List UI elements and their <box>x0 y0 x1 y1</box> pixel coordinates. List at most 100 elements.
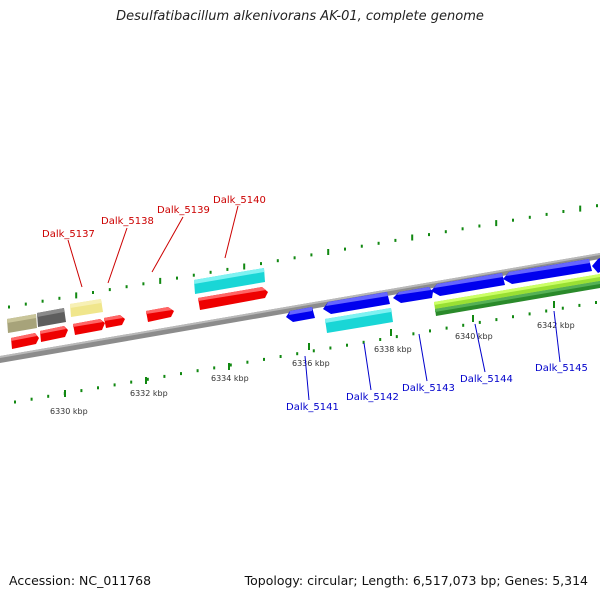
inner-ring-dot <box>279 355 282 358</box>
inner-ring-dot <box>379 338 382 341</box>
gene-label-leader <box>107 227 128 284</box>
outer-ring-dot <box>58 296 61 300</box>
gene-feature <box>70 299 103 317</box>
inner-ring-dot <box>312 349 315 353</box>
inner-ring-dot <box>47 394 50 398</box>
outer-ring-dot <box>293 256 296 260</box>
gene-feature <box>7 314 37 333</box>
inner-ring-dot <box>246 360 249 364</box>
gene-label: Dalk_5144 <box>460 374 513 385</box>
inner-dotted-ring <box>14 301 597 404</box>
outer-ring-dot <box>444 230 447 234</box>
inner-ring-dot <box>362 340 365 344</box>
outer-ring-dot <box>276 259 279 263</box>
inner-ring-dot <box>329 346 332 350</box>
gene-arrow <box>198 287 268 310</box>
inner-ring-dot <box>478 320 481 324</box>
gene-label: Dalk_5141 <box>286 402 339 413</box>
gene-label: Dalk_5140 <box>213 195 266 206</box>
inner-ring-dot <box>14 400 16 404</box>
outer-ring-dot <box>562 210 565 213</box>
genome-summary-text: Topology: circular; Length: 6,517,073 bp… <box>244 573 588 588</box>
gene-arrow <box>40 326 68 342</box>
inner-ring-dot <box>395 335 398 339</box>
inner-ring-dot <box>163 374 166 378</box>
outer-ring-dot <box>192 273 195 277</box>
outer-ring-dot <box>377 241 380 245</box>
gene-arrow <box>592 258 600 273</box>
tick-label: 6332 kbp <box>130 389 168 398</box>
outer-ring-major-tick <box>495 220 498 227</box>
gene-label-leader <box>151 216 184 273</box>
outer-ring-major-tick <box>243 263 246 270</box>
outer-ring-dot <box>596 204 598 208</box>
outer-ring-dot <box>545 212 548 216</box>
major-tick-mark <box>472 315 474 322</box>
gene-label-leader <box>67 239 83 288</box>
gene-label: Dalk_5145 <box>535 363 588 374</box>
outer-ring-dot <box>8 305 10 309</box>
gene-feature <box>325 308 393 333</box>
inner-ring-dot <box>429 329 431 333</box>
gene-label: Dalk_5138 <box>101 216 154 227</box>
gene-label: Dalk_5142 <box>346 392 399 403</box>
outer-ring-dot <box>176 276 178 280</box>
tick-label: 6330 kbp <box>50 407 88 416</box>
tick-label: 6340 kbp <box>455 332 493 341</box>
gene-arrow <box>286 307 315 322</box>
outer-ring-dot <box>108 288 111 292</box>
major-tick-mark <box>390 329 392 336</box>
inner-ring-dot <box>561 306 564 310</box>
inner-ring-dot <box>97 386 99 390</box>
gene-arrow <box>323 292 390 314</box>
gene-arrow <box>73 319 105 335</box>
outer-ring-dot <box>512 218 514 222</box>
major-tick-mark <box>228 363 230 370</box>
major-tick-mark <box>308 343 310 350</box>
gene-label: Dalk_5137 <box>42 229 95 240</box>
inner-ring-dot <box>495 318 498 322</box>
inner-ring-dot <box>30 397 33 401</box>
inner-ring-dot <box>578 303 581 307</box>
outer-ring-major-tick <box>411 234 414 241</box>
inner-ring-dot <box>196 369 199 373</box>
outer-ring-dot <box>310 253 313 257</box>
inner-ring-dot <box>595 301 597 304</box>
outer-ring-dot <box>394 238 397 242</box>
accession-text: Accession: NC_011768 <box>9 573 152 588</box>
outer-ring-dot <box>209 270 212 274</box>
gene-arrow <box>393 287 433 303</box>
outer-ring-dot <box>478 224 481 228</box>
gene-label-leader <box>224 205 239 259</box>
outer-ring-dot <box>125 285 128 289</box>
major-tick-mark <box>553 301 555 308</box>
inner-ring-dot <box>180 372 182 376</box>
inner-ring-dot <box>412 332 415 336</box>
inner-ring-dot <box>296 352 299 356</box>
major-tick-mark <box>64 390 66 397</box>
lower-features <box>286 258 600 333</box>
gene-arrow <box>431 273 505 296</box>
tick-label: 6334 kbp <box>211 374 249 383</box>
inner-ring-dot <box>213 366 216 370</box>
outer-ring-major-tick <box>159 277 162 284</box>
gene-arrow <box>104 315 125 328</box>
inner-ring-dot <box>545 309 548 313</box>
gene-label-leader <box>474 323 486 373</box>
gene-label-leader <box>304 355 310 401</box>
inner-ring-dot <box>512 315 514 319</box>
gene-label-leader <box>418 333 428 382</box>
outer-ring-dot <box>24 302 27 306</box>
outer-ring-dot <box>461 227 464 231</box>
outer-ring-dot <box>260 262 262 266</box>
outer-ring-major-tick <box>75 292 78 299</box>
gene-arrow <box>11 333 39 349</box>
inner-ring-dot <box>80 389 83 393</box>
gene-label: Dalk_5139 <box>157 205 210 216</box>
gene-arrow <box>503 259 592 284</box>
outer-dotted-ring <box>8 204 598 309</box>
outer-ring-major-tick <box>579 205 582 212</box>
